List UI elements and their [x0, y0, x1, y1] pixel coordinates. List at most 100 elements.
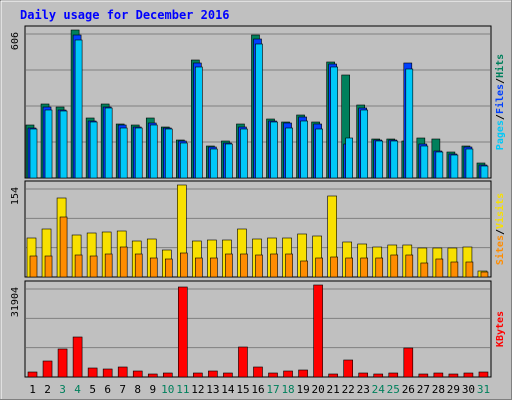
bar-pages — [345, 137, 353, 179]
day-label: 30 — [462, 383, 475, 396]
bar-kbytes — [478, 371, 489, 378]
bar-kbytes — [87, 367, 98, 378]
day-label: 17 — [266, 383, 279, 396]
bar-pages — [59, 110, 68, 179]
bar-pages — [149, 124, 158, 179]
bar-sites — [59, 216, 68, 278]
bar-sites — [435, 258, 444, 278]
bar-sites — [420, 262, 429, 278]
legend-kbytes-part-0: KBytes — [495, 311, 506, 347]
bar-kbytes — [313, 284, 323, 378]
bar-pages — [435, 151, 444, 179]
bar-kbytes — [373, 373, 384, 378]
bar-sites — [465, 261, 474, 278]
bar-kbytes — [162, 372, 173, 378]
day-label: 5 — [89, 383, 96, 396]
bar-kbytes — [403, 347, 414, 378]
bar-kbytes — [72, 336, 83, 378]
day-label: 15 — [236, 383, 249, 396]
bar-kbytes — [463, 372, 474, 378]
bar-kbytes — [358, 372, 369, 378]
day-label: 26 — [402, 383, 415, 396]
bar-pages — [210, 148, 218, 179]
bar-sites — [480, 271, 489, 278]
bar-pages — [134, 127, 143, 179]
day-label: 16 — [251, 383, 264, 396]
bar-pages — [89, 121, 98, 179]
bar-sites — [270, 253, 278, 278]
bar-pages — [104, 107, 113, 179]
day-label: 27 — [417, 383, 430, 396]
bar-pages — [315, 128, 323, 179]
day-label: 23 — [357, 383, 370, 396]
bar-sites — [164, 258, 173, 278]
day-label: 13 — [206, 383, 219, 396]
bar-pages — [119, 127, 128, 179]
panel-kbytes: 31904 KBytes — [10, 280, 506, 378]
plot-area — [24, 280, 492, 378]
bar-kbytes — [223, 372, 233, 378]
bar-pages — [180, 142, 188, 179]
bar-sites — [300, 260, 308, 278]
bar-pages — [44, 109, 53, 179]
bar-pages — [270, 121, 278, 179]
bar-sites — [225, 253, 233, 278]
bar-sites — [89, 255, 98, 278]
bar-sites — [375, 257, 384, 278]
bar-kbytes — [418, 373, 429, 378]
legend-pages-files-hits-part-1: / — [495, 114, 506, 120]
legend-pages-files-hits: Pages/Files/Hits — [494, 54, 506, 150]
day-label: 29 — [447, 383, 460, 396]
bar-pages — [164, 128, 173, 179]
bar-kbytes — [132, 370, 143, 378]
bar-kbytes — [57, 348, 68, 378]
bar-kbytes — [102, 368, 113, 378]
bar-kbytes — [238, 346, 248, 378]
bar-sites — [360, 257, 369, 278]
bar-sites — [450, 261, 459, 278]
bar-kbytes — [193, 372, 203, 378]
bar-kbytes — [388, 372, 399, 378]
bar-sites — [134, 253, 143, 278]
legend-visits-sites-part-1: / — [495, 229, 506, 235]
day-label: 1 — [29, 383, 36, 396]
day-label: 21 — [327, 383, 340, 396]
bar-sites — [180, 252, 188, 278]
bar-pages — [360, 109, 369, 179]
day-label: 14 — [221, 383, 235, 396]
day-label: 20 — [312, 383, 325, 396]
day-label: 7 — [119, 383, 126, 396]
day-label: 3 — [59, 383, 66, 396]
chart-title: Daily usage for December 2016 — [20, 8, 230, 22]
bar-kbytes — [283, 370, 293, 378]
day-label: 10 — [161, 383, 174, 396]
bar-kbytes — [117, 366, 128, 378]
legend-pages-files-hits-part-2: Files — [494, 84, 506, 114]
legend-pages-files-hits-part-3: / — [495, 78, 506, 84]
bar-kbytes — [253, 366, 263, 378]
y-max-label: 606 — [10, 32, 21, 50]
bar-pages — [420, 145, 429, 179]
bar-pages — [390, 140, 399, 179]
day-label: 12 — [191, 383, 204, 396]
bar-sites — [195, 257, 203, 278]
bar-sites — [285, 253, 293, 278]
day-label: 6 — [104, 383, 111, 396]
bar-sites — [405, 254, 414, 278]
bar-kbytes — [147, 373, 158, 378]
y-max-label: 154 — [10, 187, 21, 205]
day-label: 25 — [387, 383, 400, 396]
bar-kbytes — [298, 369, 308, 378]
bar-kbytes — [27, 371, 38, 378]
bar-pages — [480, 165, 489, 179]
y-max-label: 31904 — [10, 287, 21, 317]
bar-sites — [44, 255, 53, 278]
bar-sites — [149, 257, 158, 278]
day-label: 11 — [176, 383, 189, 396]
bar-pages — [300, 120, 308, 179]
bar-sites — [210, 257, 218, 278]
bar-pages — [285, 127, 293, 179]
bar-kbytes — [433, 372, 444, 378]
bar-kbytes — [268, 372, 278, 378]
